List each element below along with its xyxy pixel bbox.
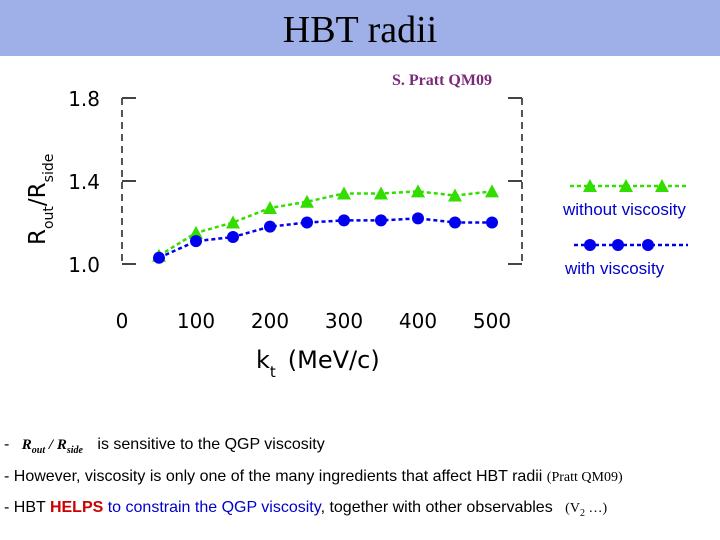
note-3-c: , together with other observables: [320, 499, 553, 516]
data-point-without-viscosity: [337, 186, 351, 200]
data-point-without-viscosity: [226, 215, 240, 229]
ratio-r1: R: [21, 437, 32, 453]
data-point-with-viscosity: [227, 231, 239, 244]
y-tick-label: 1.0: [68, 253, 100, 277]
legend-circle: [612, 239, 624, 251]
data-point-without-viscosity: [485, 184, 499, 198]
data-point-without-viscosity: [374, 186, 388, 200]
x-axis-label: kt (MeV/c): [256, 346, 380, 381]
y-tick-label: 1.4: [68, 170, 100, 194]
legend-with-marker: [574, 239, 688, 251]
y-axis-ticks: 1.0 1.4 1.8: [68, 87, 522, 277]
note-2-text: - However, viscosity is only one of the …: [4, 468, 543, 485]
data-point-with-viscosity: [338, 214, 350, 227]
credit-label: S. Pratt QM09: [392, 72, 492, 89]
note-3-end: …): [584, 501, 608, 516]
data-point-without-viscosity: [263, 200, 277, 214]
x-tick-label: 0: [116, 309, 129, 333]
note-line-3: - HBT HELPS to constrain the QGP viscosi…: [4, 499, 607, 519]
series-group: [152, 184, 499, 264]
y-label-slash: /R: [25, 182, 51, 206]
x-label-sub-t: t: [270, 363, 276, 381]
note-3-helps: HELPS: [49, 499, 104, 516]
ratio-sub-out: out: [31, 445, 46, 456]
legend-triangle: [619, 179, 633, 192]
note-3-v-sub: 2: [579, 507, 585, 519]
series-line-circle: [158, 217, 492, 259]
ratio-r2: R: [56, 437, 67, 453]
note-2-ref: (Pratt QM09): [546, 470, 623, 485]
data-point-with-viscosity: [264, 220, 276, 233]
legend-circle: [642, 239, 654, 251]
legend-triangle: [655, 179, 669, 192]
data-point-without-viscosity: [300, 194, 314, 208]
note-3-b: to constrain the QGP viscosity: [103, 499, 321, 516]
y-label-sub-out: out: [41, 206, 57, 229]
x-label-k: k: [256, 346, 270, 374]
data-point-without-viscosity: [189, 225, 203, 239]
legend-without-marker: [570, 179, 686, 192]
note-3-v2: (V2 …): [565, 501, 608, 519]
x-tick-label: 400: [399, 309, 437, 333]
data-point-with-viscosity: [412, 212, 424, 225]
data-point-with-viscosity: [449, 216, 461, 229]
legend-circle: [584, 239, 596, 251]
hbt-chart: 1.0 1.4 1.8 0 100 200 300 400 500 Rout/Rside kt…: [25, 87, 688, 381]
x-tick-label: 500: [473, 309, 511, 333]
series-line-triangle: [158, 190, 493, 257]
slide-title: HBT radii: [282, 9, 438, 51]
y-tick-label: 1.8: [68, 87, 100, 111]
note-line-2: - However, viscosity is only one of the …: [4, 468, 623, 486]
ratio-sub-side: side: [66, 445, 83, 456]
note-1-text: is sensitive to the QGP viscosity: [97, 436, 325, 453]
data-point-with-viscosity: [153, 251, 165, 264]
note-dash: -: [4, 436, 10, 453]
y-label-sub-side: side: [41, 154, 57, 183]
data-point-with-viscosity: [486, 216, 498, 229]
legend-triangle: [583, 179, 597, 192]
data-point-with-viscosity: [190, 235, 202, 248]
note-line-1: - Rout / Rside is sensitive to the QGP v…: [4, 436, 325, 456]
x-tick-label: 300: [325, 309, 363, 333]
data-point-with-viscosity: [301, 216, 313, 229]
x-tick-label: 200: [251, 309, 289, 333]
data-point-without-viscosity: [411, 184, 425, 198]
note-3-a: - HBT: [4, 499, 50, 516]
note-3-v: (V: [565, 501, 580, 516]
x-axis-ticks: 0 100 200 300 400 500: [116, 309, 511, 333]
x-label-unit: (MeV/c): [288, 346, 380, 374]
title-bar: [0, 0, 720, 56]
plot-frame: [121, 98, 523, 265]
legend-without-label: without viscosity: [563, 200, 686, 219]
y-axis-label: Rout/Rside: [25, 154, 57, 245]
data-point-with-viscosity: [375, 214, 387, 227]
legend-with-label: with viscosity: [565, 259, 665, 278]
data-point-without-viscosity: [448, 188, 462, 202]
ratio-slash: /: [45, 437, 57, 453]
y-label-r: R: [25, 229, 51, 245]
ratio-formula: Rout / Rside: [21, 437, 83, 456]
x-tick-label: 100: [177, 309, 215, 333]
